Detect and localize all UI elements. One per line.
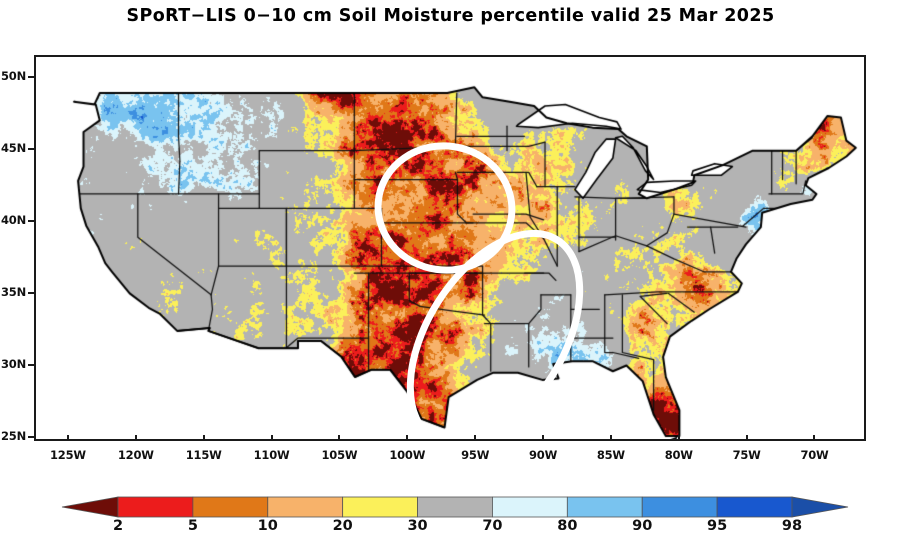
map-annotation-overlay: [374, 142, 584, 439]
northern-plains-ellipse: [374, 142, 516, 274]
lon-tick-mark: [202, 435, 205, 441]
colorbar-extend-max: [791, 496, 849, 518]
colorbar-tick-95: 95: [707, 518, 728, 534]
lon-tick-label: 85W: [596, 448, 625, 462]
lat-tick-label: 50N: [0, 68, 26, 83]
lon-tick-mark: [338, 435, 341, 441]
lat-tick-label: 30N: [0, 356, 26, 371]
colorbar-tick-10: 10: [257, 518, 278, 534]
lat-tick-mark: [28, 363, 34, 366]
lat-tick-label: 40N: [0, 212, 26, 227]
colorbar-tick-98: 98: [781, 518, 803, 534]
lon-tick-mark: [609, 435, 612, 441]
lon-tick-label: 95W: [461, 448, 490, 462]
lon-tick-label: 70W: [800, 448, 829, 462]
lat-tick-label: 25N: [0, 429, 26, 443]
colorbar-segment-70-80: [492, 496, 568, 518]
colorbar-tick-20: 20: [332, 518, 353, 534]
lon-tick-label: 115W: [185, 448, 222, 462]
lon-tick-mark: [745, 435, 748, 441]
colorbar[interactable]: 2 5 10 20 30 70 80 90 95 98: [60, 496, 850, 536]
lon-tick-label: 75W: [732, 448, 761, 462]
lon-tick-label: 100W: [389, 448, 426, 462]
colorbar-segment-20-30: [342, 496, 418, 518]
colorbar-extend-min: [61, 496, 119, 518]
soil-moisture-raster: [36, 57, 864, 439]
colorbar-segment-10-20: [267, 496, 344, 518]
lon-tick-label: 110W: [253, 448, 290, 462]
lon-tick-mark: [813, 435, 816, 441]
lat-tick-mark: [28, 436, 34, 438]
lon-tick-mark: [542, 435, 545, 441]
lon-tick-label: 80W: [664, 448, 693, 462]
colorbar-tick-2: 2: [112, 518, 124, 534]
lat-tick-mark: [28, 75, 34, 78]
lon-tick-mark: [270, 435, 273, 441]
lat-tick-mark: [28, 147, 34, 150]
lon-tick-label: 125W: [49, 448, 86, 462]
lon-tick-mark: [474, 435, 477, 441]
colorbar-tick-30: 30: [407, 518, 428, 534]
colorbar-segment-30-70: [417, 496, 493, 518]
southern-plains-ellipse: [406, 229, 584, 439]
map-panel[interactable]: [34, 55, 866, 441]
lat-tick-label: 35N: [0, 284, 26, 299]
lon-tick-mark: [66, 435, 69, 441]
colorbar-tick-70: 70: [482, 518, 503, 534]
colorbar-tick-5: 5: [187, 518, 198, 534]
page-title: SPoRT−LIS 0−10 cm Soil Moisture percenti…: [126, 6, 775, 26]
lat-tick-label: 45N: [0, 140, 26, 155]
colorbar-segment-5-10: [192, 496, 269, 518]
colorbar-tick-90: 90: [632, 518, 653, 534]
colorbar-swatches: [61, 496, 849, 518]
lon-tick-mark: [134, 435, 137, 441]
lon-tick-label: 90W: [528, 448, 558, 462]
colorbar-segment-90-95: [641, 496, 718, 518]
lon-tick-mark: [406, 435, 409, 441]
lon-tick-mark: [677, 435, 680, 441]
lat-tick-mark: [28, 291, 34, 294]
colorbar-tick-80: 80: [557, 518, 578, 534]
lon-tick-label: 120W: [117, 448, 154, 462]
lon-tick-label: 105W: [321, 448, 358, 462]
colorbar-segment-80-90: [566, 496, 643, 518]
lat-tick-mark: [28, 219, 34, 222]
colorbar-segment-95-98: [716, 496, 793, 518]
colorbar-segment-2-5: [117, 496, 194, 518]
